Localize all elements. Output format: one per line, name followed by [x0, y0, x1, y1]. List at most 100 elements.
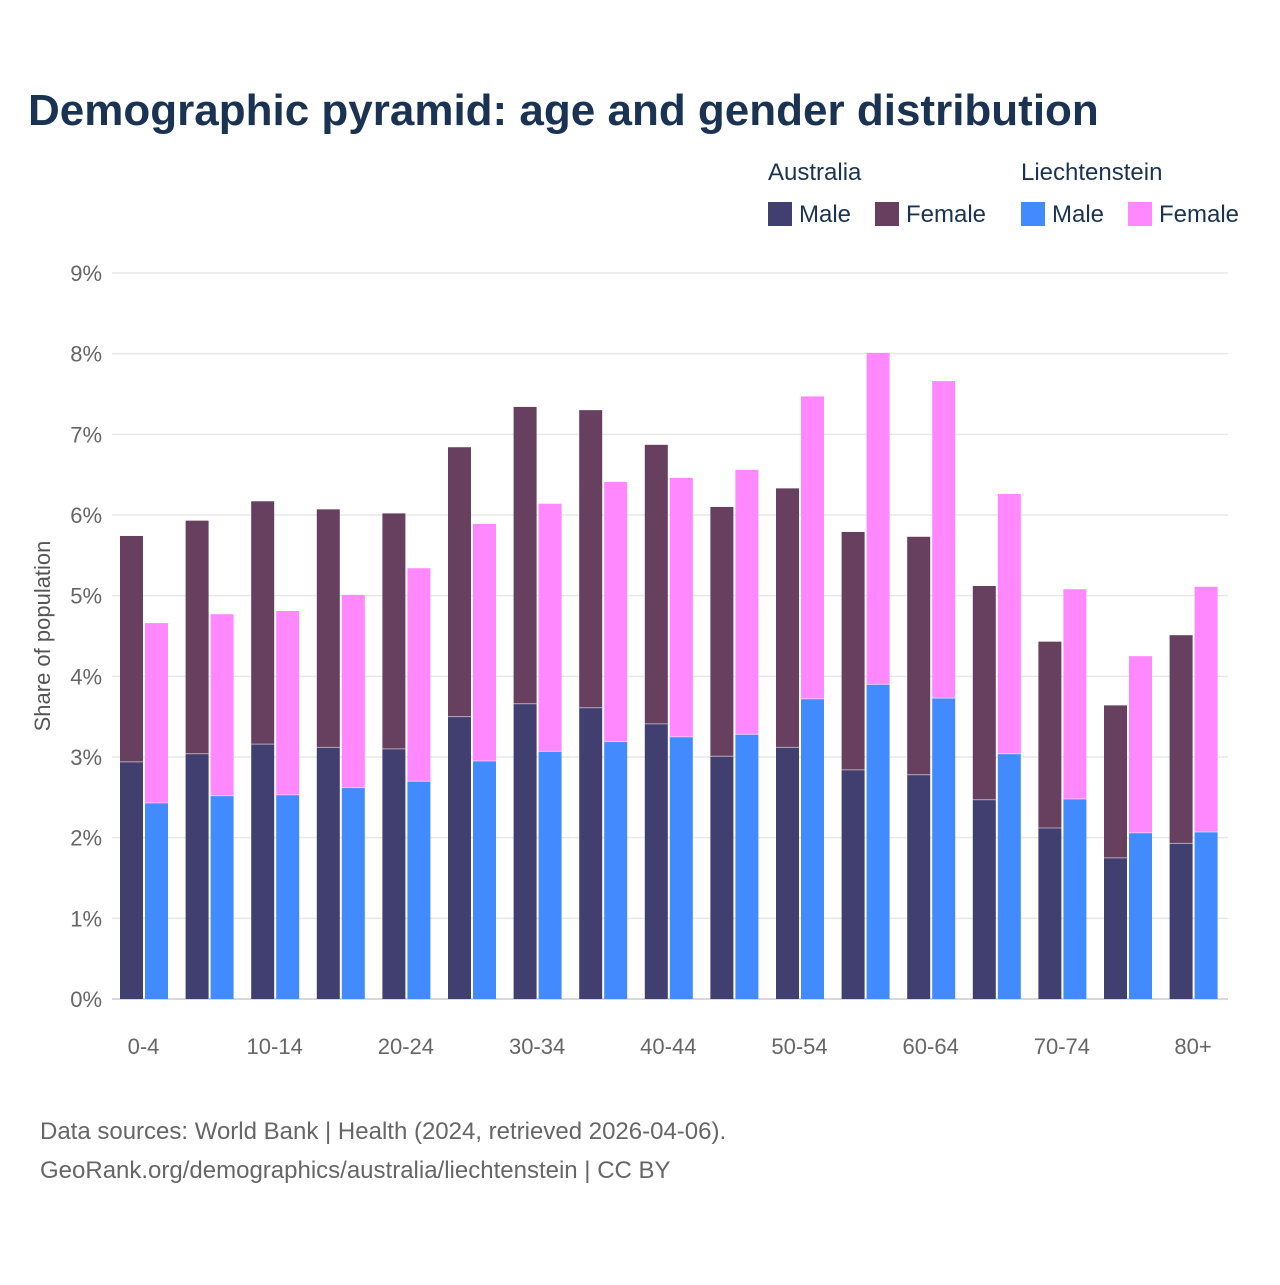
y-axis-label: Share of population: [30, 541, 55, 732]
bars: [120, 352, 1218, 999]
chart-title: Demographic pyramid: age and gender dist…: [28, 86, 1099, 135]
bar-liechtenstein-female: [538, 503, 562, 752]
y-tick-label: 9%: [70, 261, 102, 286]
bar-liechtenstein-male: [1194, 832, 1218, 999]
bar-liechtenstein-female: [145, 623, 168, 803]
legend-label-liechtenstein-male: Male: [1052, 201, 1104, 228]
bar-australia-female: [1104, 705, 1127, 858]
bar-australia-male: [1038, 827, 1062, 999]
legend-swatch-australia-female: [875, 202, 899, 226]
bar-liechtenstein-male: [801, 698, 824, 999]
y-tick-label: 6%: [70, 503, 102, 528]
x-tick-labels: 0-4 10-14 20-24 30-34 40-44 50-54 60-64 70-74 80…: [128, 1034, 1212, 1059]
bar-liechtenstein-male: [210, 795, 234, 999]
bar-australia-male: [120, 761, 143, 999]
bar-australia-female: [1038, 641, 1062, 828]
bar-australia-female: [448, 447, 471, 717]
legend-label-australia-female: Female: [906, 201, 986, 228]
legend-swatch-australia-male: [768, 202, 792, 226]
bar-australia-female: [776, 488, 799, 748]
bar-liechtenstein-male: [604, 741, 628, 999]
bar-australia-male: [251, 744, 275, 999]
bar-liechtenstein-male: [473, 761, 496, 999]
bar-australia-male: [710, 756, 734, 999]
bar-liechtenstein-male: [932, 698, 956, 999]
bar-australia-female: [513, 406, 537, 704]
x-tick-label: 40-44: [640, 1034, 696, 1059]
bar-liechtenstein-female: [866, 352, 890, 685]
bar-liechtenstein-female: [1194, 586, 1218, 833]
bar-liechtenstein-female: [1129, 656, 1152, 833]
bar-australia-male: [382, 748, 406, 999]
legend-group-title-australia: Australia: [768, 159, 862, 186]
bar-australia-female: [316, 509, 340, 748]
bar-liechtenstein-female: [735, 469, 759, 735]
y-tick-label: 8%: [70, 342, 102, 367]
bar-liechtenstein-male: [1129, 832, 1152, 999]
bar-australia-female: [841, 531, 865, 770]
legend: Australia Liechtenstein Male Female Male…: [768, 159, 1239, 228]
legend-label-liechtenstein-female: Female: [1159, 201, 1239, 228]
bar-australia-male: [579, 707, 603, 999]
bar-australia-male: [1104, 857, 1127, 999]
y-tick-label: 4%: [70, 664, 102, 689]
bar-australia-female: [907, 536, 931, 775]
bar-australia-female: [710, 506, 734, 757]
bar-liechtenstein-male: [341, 787, 365, 999]
bar-australia-female: [251, 501, 275, 745]
bar-liechtenstein-female: [997, 494, 1021, 754]
footer-link: GeoRank.org/demographics/australia/liech…: [40, 1157, 671, 1184]
bar-australia-male: [316, 747, 340, 999]
bar-australia-female: [644, 444, 668, 724]
legend-swatch-liechtenstein-female: [1128, 202, 1152, 226]
bar-liechtenstein-female: [1063, 589, 1087, 799]
bar-liechtenstein-male: [866, 684, 890, 999]
legend-swatch-liechtenstein-male: [1021, 202, 1045, 226]
x-tick-label: 30-34: [509, 1034, 565, 1059]
bar-australia-male: [972, 799, 996, 999]
bar-australia-male: [841, 769, 865, 999]
bar-australia-female: [120, 535, 143, 762]
bar-australia-female: [382, 513, 406, 749]
y-tick-label: 1%: [70, 906, 102, 931]
bar-australia-male: [907, 774, 931, 999]
x-tick-label: 50-54: [771, 1034, 827, 1059]
x-tick-label: 60-64: [903, 1034, 959, 1059]
bar-liechtenstein-female: [276, 610, 300, 795]
bar-liechtenstein-male: [997, 753, 1021, 999]
bar-australia-female: [185, 520, 209, 754]
y-tick-label: 7%: [70, 422, 102, 447]
legend-label-australia-male: Male: [799, 201, 851, 228]
bar-australia-male: [1169, 843, 1193, 999]
x-tick-label: 20-24: [378, 1034, 434, 1059]
bar-liechtenstein-male: [276, 794, 300, 999]
bar-liechtenstein-male: [145, 802, 168, 999]
x-tick-label: 10-14: [247, 1034, 303, 1059]
bar-australia-female: [972, 585, 996, 800]
bar-australia-male: [644, 723, 668, 999]
bar-liechtenstein-female: [407, 568, 431, 782]
bar-australia-male: [448, 716, 471, 999]
bar-liechtenstein-female: [341, 594, 365, 788]
bar-liechtenstein-female: [210, 614, 234, 796]
y-tick-label: 5%: [70, 584, 102, 609]
footer-source: Data sources: World Bank | Health (2024,…: [40, 1118, 726, 1145]
bar-liechtenstein-female: [801, 396, 824, 699]
y-tick-label: 0%: [70, 987, 102, 1012]
x-tick-label: 0-4: [128, 1034, 160, 1059]
bar-liechtenstein-male: [669, 736, 693, 999]
bar-liechtenstein-female: [669, 477, 693, 737]
bar-liechtenstein-male: [538, 751, 562, 999]
bar-liechtenstein-female: [604, 481, 628, 742]
bar-australia-male: [776, 747, 799, 999]
bar-liechtenstein-female: [473, 523, 496, 762]
bar-australia-female: [579, 410, 603, 708]
bar-liechtenstein-male: [735, 734, 759, 999]
legend-group-title-liechtenstein: Liechtenstein: [1021, 159, 1162, 186]
y-tick-labels: 0% 1% 2% 3% 4% 5% 6% 7% 8% 9%: [70, 261, 102, 1012]
y-tick-label: 2%: [70, 826, 102, 851]
bar-australia-male: [513, 703, 537, 999]
bar-liechtenstein-male: [407, 781, 431, 999]
